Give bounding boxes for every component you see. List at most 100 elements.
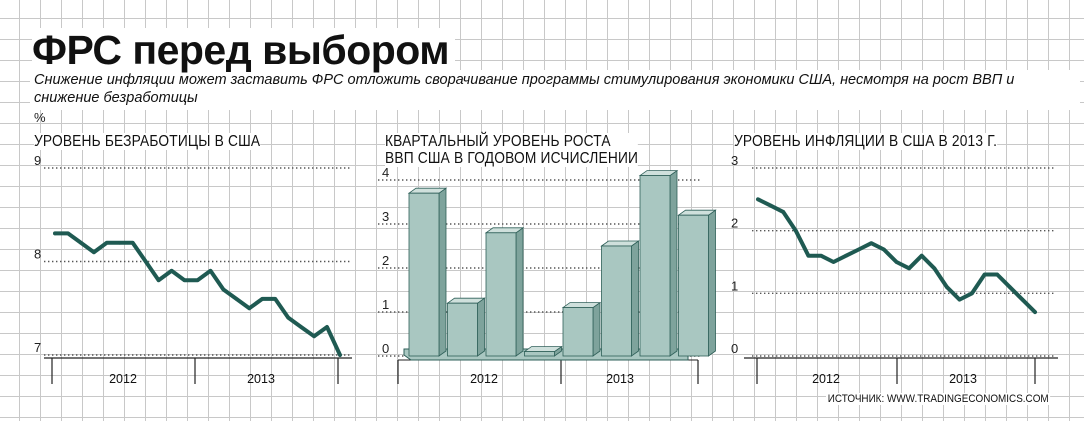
gdp-chart: 4 3 2 1 0 2012 2013 — [378, 165, 717, 386]
gdp-bar — [485, 232, 517, 357]
gdp-bar — [601, 245, 632, 357]
unemployment-y-tick-label: 8 — [34, 247, 41, 262]
unemployment-y-tick-label: 9 — [34, 153, 41, 168]
inflation-data-point — [995, 272, 999, 277]
inflation-y-tick-label: 2 — [731, 216, 738, 231]
gdp-bar-side — [669, 169, 678, 357]
gdp-y-tick-label: 4 — [382, 165, 389, 180]
unemployment-data-point — [66, 231, 70, 236]
unemployment-data-point — [247, 306, 252, 311]
unemployment-data-point — [234, 297, 239, 301]
inflation-chart: 3 2 1 0 2012 2013 — [731, 153, 1058, 386]
gdp-bar-side — [631, 240, 639, 357]
gdp-bar — [447, 302, 478, 357]
inflation-y-tick-label: 1 — [731, 278, 738, 293]
unemployment-data-point — [105, 241, 109, 245]
inflation-data-point — [882, 247, 886, 252]
inflation-data-point — [831, 260, 836, 264]
subtitle-background — [30, 70, 1080, 110]
inflation-chart-title: УРОВЕНЬ ИНФЛЯЦИИ В США В 2013 Г. — [734, 133, 998, 150]
inflation-data-point — [768, 203, 773, 208]
unemployment-data-point — [143, 259, 148, 264]
inflation-data-point — [932, 266, 937, 271]
unemployment-data-point — [273, 297, 278, 301]
gdp-bar-top — [523, 346, 563, 353]
inflation-data-point — [894, 260, 899, 264]
gdp-bar-top — [484, 227, 525, 234]
gdp-period-label: 2013 — [606, 372, 634, 386]
gdp-bar-side — [708, 209, 716, 357]
inflation-data-point — [794, 228, 798, 233]
unemployment-data-point — [325, 325, 329, 329]
gdp-period-label: 2012 — [470, 372, 498, 386]
unemployment-data-point — [53, 231, 57, 236]
gdp-y-tick-label: 1 — [382, 297, 389, 312]
unemployment-chart: 9 8 7 2012 2013 — [34, 153, 352, 386]
inflation-data-point — [1008, 285, 1012, 289]
inflation-data-point — [1033, 310, 1037, 314]
gdp-bar-side — [438, 187, 447, 357]
inflation-data-point — [819, 253, 823, 258]
gdp-bar-top — [600, 240, 640, 247]
inflation-data-point — [957, 297, 962, 302]
inflation-data-point — [945, 285, 949, 289]
gdp-bar-top — [677, 209, 717, 216]
gdp-bar-top — [407, 187, 448, 194]
inflation-y-tick-label: 0 — [731, 341, 738, 356]
inflation-data-point — [1020, 297, 1025, 302]
inflation-period-label: 2012 — [812, 372, 840, 386]
inflation-data-point — [844, 253, 848, 258]
gdp-bar-top — [561, 302, 602, 309]
page-title: ФРС перед выбором — [32, 28, 456, 72]
gdp-bar — [562, 307, 594, 357]
gdp-bar-top — [446, 297, 486, 304]
unit-label: % — [34, 110, 46, 125]
inflation-series-line — [756, 197, 1037, 315]
gdp-y-tick-label: 3 — [382, 209, 389, 224]
unemployment-chart-title: УРОВЕНЬ БЕЗРАБОТИЦЫ В США — [34, 133, 261, 150]
gdp-bar-top — [638, 170, 679, 177]
gdp-y-tick-label: 2 — [382, 253, 389, 268]
unemployment-data-point — [260, 297, 265, 301]
gdp-y-tick-label: 0 — [382, 341, 389, 356]
gdp-bar — [678, 214, 709, 357]
unemployment-data-point — [118, 241, 122, 245]
inflation-data-point — [856, 247, 861, 252]
unemployment-data-point — [169, 269, 174, 273]
inflation-data-point — [806, 253, 811, 258]
inflation-data-point — [907, 266, 911, 271]
unemployment-data-point — [312, 334, 316, 339]
source-note: ИСТОЧНИК: WWW.TRADINGECONOMICS.COM — [826, 393, 1051, 405]
gdp-chart-title: КВАРТАЛЬНЫЙ УРОВЕНЬ РОСТА ВВП США В ГОДО… — [385, 133, 639, 167]
unemployment-data-point — [221, 287, 226, 292]
gdp-bar-side — [515, 227, 524, 357]
gdp-bar-side — [477, 297, 485, 357]
inflation-data-point — [869, 241, 874, 245]
gdp-bar — [408, 192, 440, 357]
gdp-bar-side — [592, 301, 601, 357]
inflation-data-point — [970, 291, 974, 296]
unemployment-data-point — [182, 278, 187, 283]
unemployment-data-point — [299, 325, 303, 329]
unemployment-period-label: 2012 — [109, 372, 137, 386]
inflation-data-point — [919, 253, 924, 258]
unemployment-y-tick-label: 7 — [34, 340, 41, 355]
unemployment-data-point — [338, 353, 342, 357]
inflation-data-point — [982, 272, 987, 277]
inflation-y-tick-label: 3 — [731, 153, 738, 168]
unemployment-data-point — [156, 278, 161, 283]
subtitle: Снижение инфляции может заставить ФРС от… — [34, 72, 1015, 106]
gdp-bar — [639, 175, 671, 357]
unemployment-data-point — [208, 269, 213, 273]
unemployment-data-point — [286, 315, 291, 320]
inflation-period-label: 2013 — [949, 372, 977, 386]
unemployment-data-point — [92, 250, 96, 254]
unemployment-period-label: 2013 — [247, 372, 275, 386]
unemployment-data-point — [79, 241, 83, 245]
unemployment-data-point — [130, 241, 135, 245]
unemployment-series-line — [53, 231, 342, 357]
inflation-data-point — [756, 197, 760, 202]
inflation-data-point — [781, 210, 785, 214]
gdp-bar — [524, 351, 555, 357]
